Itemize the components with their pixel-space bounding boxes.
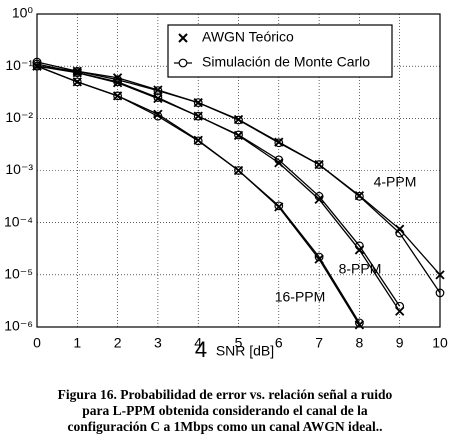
marker-o bbox=[234, 115, 243, 125]
marker-o bbox=[193, 111, 203, 121]
x-tick-label: 3 bbox=[154, 335, 162, 351]
x-tick-label: 4 bbox=[194, 335, 202, 351]
y-tick-label: 10⁻² bbox=[5, 109, 33, 125]
marker-o bbox=[32, 61, 42, 71]
legend-box bbox=[167, 24, 393, 78]
y-tick-label: 10⁻¹ bbox=[5, 57, 33, 73]
marker-o bbox=[274, 201, 284, 211]
marker-x bbox=[112, 78, 123, 88]
x-tick-label: 5 bbox=[235, 335, 243, 351]
series-label: 16-PPM bbox=[275, 289, 326, 305]
legend-marker bbox=[178, 58, 188, 68]
x-tick-label: 1 bbox=[73, 335, 81, 351]
marker-x bbox=[153, 93, 163, 104]
series-line bbox=[36, 61, 441, 294]
marker-o bbox=[395, 301, 405, 311]
marker-o bbox=[314, 160, 324, 169]
marker-o bbox=[153, 86, 163, 96]
marker-o bbox=[113, 91, 122, 101]
marker-o bbox=[274, 155, 284, 165]
marker-o bbox=[314, 191, 324, 201]
marker-o bbox=[72, 68, 82, 78]
caption-line: Figura 16. Probabilidad de error vs. rel… bbox=[58, 387, 393, 402]
marker-o bbox=[153, 93, 163, 102]
marker-x bbox=[153, 109, 163, 119]
marker-o bbox=[72, 77, 82, 87]
marker-o bbox=[234, 166, 243, 175]
x-tick-label: 0 bbox=[33, 335, 41, 351]
marker-x bbox=[274, 158, 284, 168]
series-line bbox=[36, 63, 401, 307]
marker-o bbox=[193, 98, 203, 108]
y-tick-label: 10⁻⁴ bbox=[4, 213, 33, 229]
y-tick-label: 10⁰ bbox=[12, 5, 34, 21]
marker-o bbox=[355, 191, 364, 201]
marker-o bbox=[314, 252, 324, 262]
marker-o bbox=[153, 111, 163, 121]
plot-frame bbox=[36, 13, 441, 328]
marker-x bbox=[435, 270, 445, 280]
marker-o bbox=[234, 130, 243, 140]
caption-line: para L-PPM obtenida considerando el cana… bbox=[82, 403, 368, 418]
x-tick-label: 9 bbox=[396, 335, 404, 351]
y-tick-label: 10⁻⁵ bbox=[4, 266, 33, 282]
x-tick-label: 6 bbox=[275, 335, 283, 351]
series-line bbox=[36, 65, 360, 324]
caption-line: configuración C a 1Mbps como un canal AW… bbox=[67, 419, 382, 434]
y-tick-label: 10⁻⁶ bbox=[4, 318, 33, 334]
marker-x bbox=[354, 320, 365, 330]
legend-marker bbox=[178, 33, 188, 43]
marker-x bbox=[314, 194, 324, 204]
marker-o bbox=[193, 136, 203, 146]
legend-label: Simulación de Monte Carlo bbox=[202, 54, 370, 70]
annotation: 4 bbox=[195, 337, 207, 362]
x-tick-label: 2 bbox=[114, 335, 122, 351]
marker-o bbox=[395, 228, 405, 238]
legend-label: AWGN Teórico bbox=[202, 29, 294, 45]
x-tick-label: 10 bbox=[432, 335, 448, 351]
marker-o bbox=[435, 288, 445, 298]
marker-o bbox=[355, 318, 364, 328]
series-label: 8-PPM bbox=[339, 261, 382, 277]
series-label: 4-PPM bbox=[374, 174, 417, 190]
marker-o bbox=[113, 77, 122, 87]
marker-o bbox=[355, 241, 364, 251]
x-tick-label: 7 bbox=[315, 335, 323, 351]
x-tick-label: 8 bbox=[356, 335, 364, 351]
x-axis-label: SNR [dB] bbox=[216, 343, 274, 359]
y-tick-label: 10⁻³ bbox=[5, 161, 33, 177]
marker-o bbox=[274, 138, 284, 148]
